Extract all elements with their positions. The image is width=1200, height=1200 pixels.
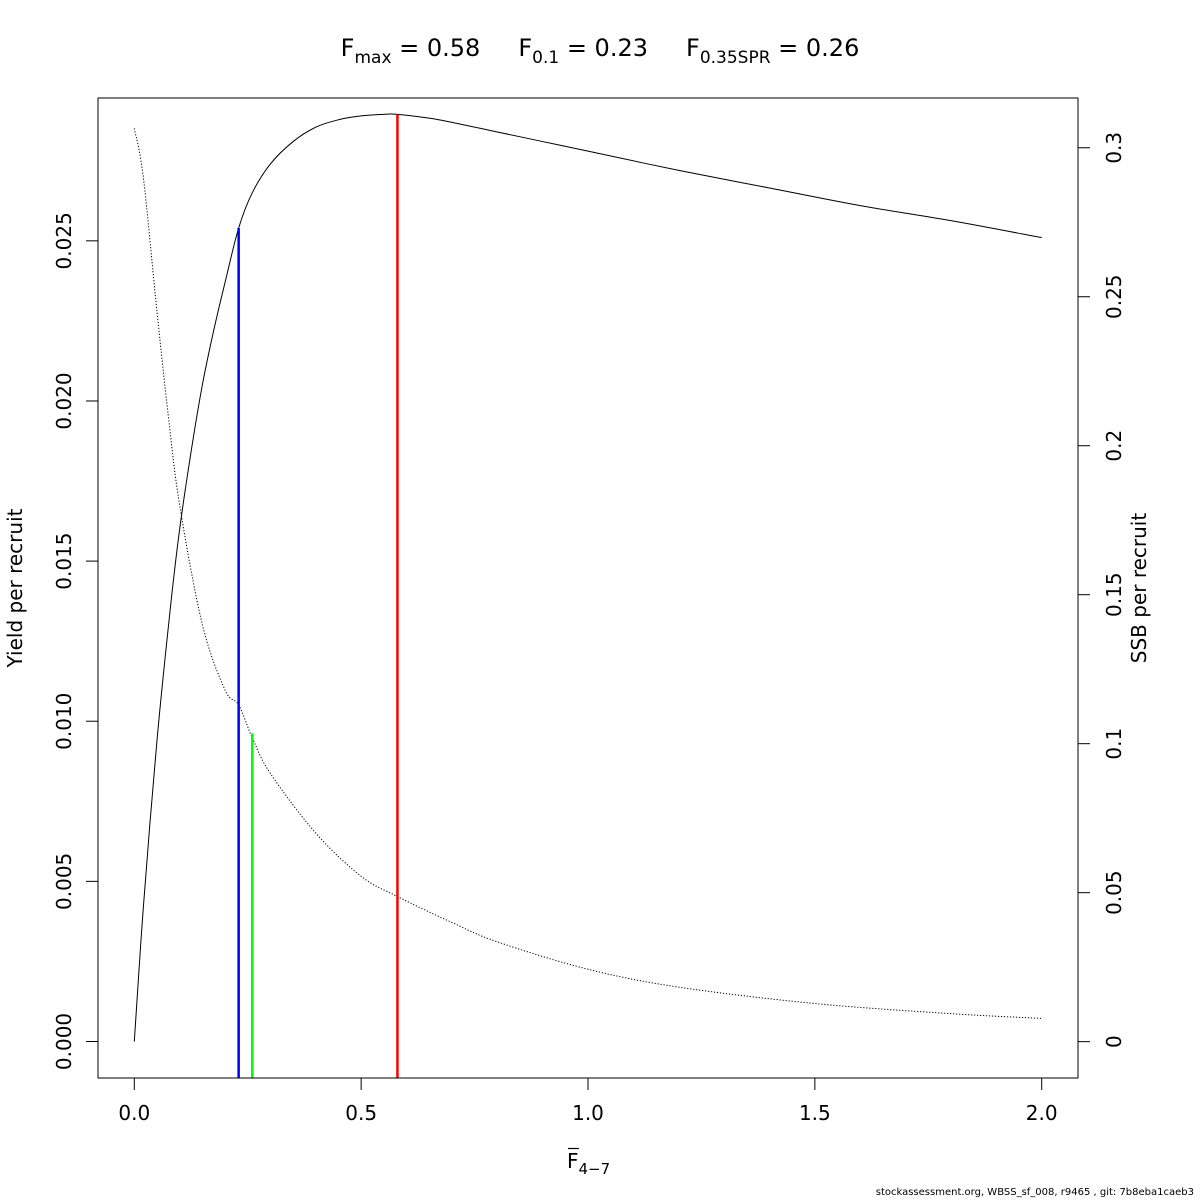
x-tick-label: 2.0 [1026, 1101, 1058, 1125]
x-tick-label: 0.0 [118, 1101, 150, 1125]
footer-caption: stockassessment.org, WBSS_sf_008, r9465 … [875, 1187, 1194, 1198]
series-layer [133, 113, 1042, 1042]
y-right-tick-label: 0.05 [1102, 870, 1126, 915]
y-axis-left: 0.000 0.005 0.010 0.015 0.020 0.025 [52, 212, 99, 1070]
title-f01-symbol: F [518, 34, 532, 62]
y-axis-left-title: Yield per recruit [3, 508, 27, 668]
title-fmax-sub: max [354, 48, 391, 68]
y-axis-right-title: SSB per recruit [1127, 513, 1151, 664]
y-right-tick-label: 0.25 [1102, 274, 1126, 319]
title-f01-sub: 0.1 [532, 48, 559, 68]
reference-lines [237, 114, 399, 1078]
y-right-tick-label: 0.15 [1102, 572, 1126, 617]
title-fmax-value: = 0.58 [392, 34, 481, 62]
title-fspr-sub: 0.35SPR [700, 48, 771, 68]
svg-text:F4−7: F4−7 [567, 1149, 610, 1178]
y-right-tick-label: 0.1 [1102, 728, 1126, 760]
y-left-tick-label: 0.010 [52, 693, 76, 750]
x-tick-label: 0.5 [345, 1101, 377, 1125]
y-left-tick-label: 0.015 [52, 532, 76, 589]
plot-frame [97, 97, 1079, 1079]
x-axis: 0.0 0.5 1.0 1.5 2.0 [118, 1077, 1058, 1125]
y-left-tick-label: 0.020 [52, 372, 76, 429]
title-f01-value: = 0.23 [559, 34, 648, 62]
x-axis-title: F4−7 [567, 1147, 610, 1178]
x-tick-label: 1.5 [799, 1101, 831, 1125]
y-axis-right: 0 0.05 0.1 0.15 0.2 0.25 0.3 [1077, 132, 1126, 1048]
x-axis-title-main: F [567, 1149, 579, 1173]
y-left-tick-label: 0.005 [52, 853, 76, 910]
series-line-ssb-per-recruit [133, 128, 1042, 1019]
title-fmax-symbol: F [341, 34, 355, 62]
x-axis-title-sub: 4−7 [579, 1160, 611, 1178]
y-right-tick-label: 0.2 [1102, 430, 1126, 462]
title-fspr-value: = 0.26 [771, 34, 860, 62]
title-fspr-symbol: F [686, 34, 700, 62]
y-left-tick-label: 0.025 [52, 212, 76, 269]
chart-title: Fmax = 0.58 F0.1 = 0.23 F0.35SPR = 0.26 [341, 34, 860, 68]
y-left-tick-label: 0.000 [52, 1013, 76, 1070]
x-tick-label: 1.0 [572, 1101, 604, 1125]
y-right-tick-label: 0.3 [1102, 132, 1126, 164]
series-line-yield-per-recruit [133, 113, 1042, 1042]
y-right-tick-label: 0 [1102, 1035, 1126, 1048]
